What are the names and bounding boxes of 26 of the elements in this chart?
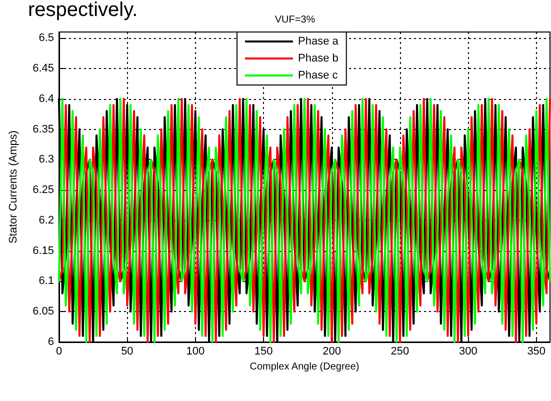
legend-label: Phase c [298, 70, 338, 82]
x-tick-label: 200 [322, 346, 341, 358]
x-tick-label: 300 [458, 346, 478, 358]
x-tick-label: 150 [254, 346, 273, 358]
text: respectively. [28, 0, 138, 21]
x-tick-label: 50 [121, 346, 134, 358]
x-tick-label: 250 [390, 346, 410, 358]
x-tick-label: 0 [56, 346, 62, 358]
y-tick-label: 6.2 [38, 214, 54, 226]
y-tick-label: 6.3 [38, 154, 54, 166]
y-tick-label: 6.35 [32, 123, 54, 136]
y-tick-label: 6.4 [38, 92, 54, 105]
x-tick-label: 350 [527, 346, 546, 358]
y-tick-label: 6.25 [32, 184, 54, 196]
y-tick-label: 6.05 [32, 306, 54, 318]
y-tick-label: 6.1 [38, 275, 54, 288]
x-tick-label: 100 [186, 346, 205, 358]
legend-label: Phase b [298, 52, 338, 64]
y-axis-title: Stator Currents (Amps) [8, 130, 20, 244]
y-tick-label: 6 [48, 336, 54, 348]
y-tick-label: 6.5 [38, 32, 54, 44]
x-axis-title: Complex Angle (Degree) [250, 361, 360, 372]
y-tick-label: 6.45 [32, 62, 54, 74]
chart-title: VUF=3% [274, 14, 316, 26]
y-tick-label: 6.15 [32, 244, 54, 257]
legend-label: Phase a [298, 36, 340, 48]
